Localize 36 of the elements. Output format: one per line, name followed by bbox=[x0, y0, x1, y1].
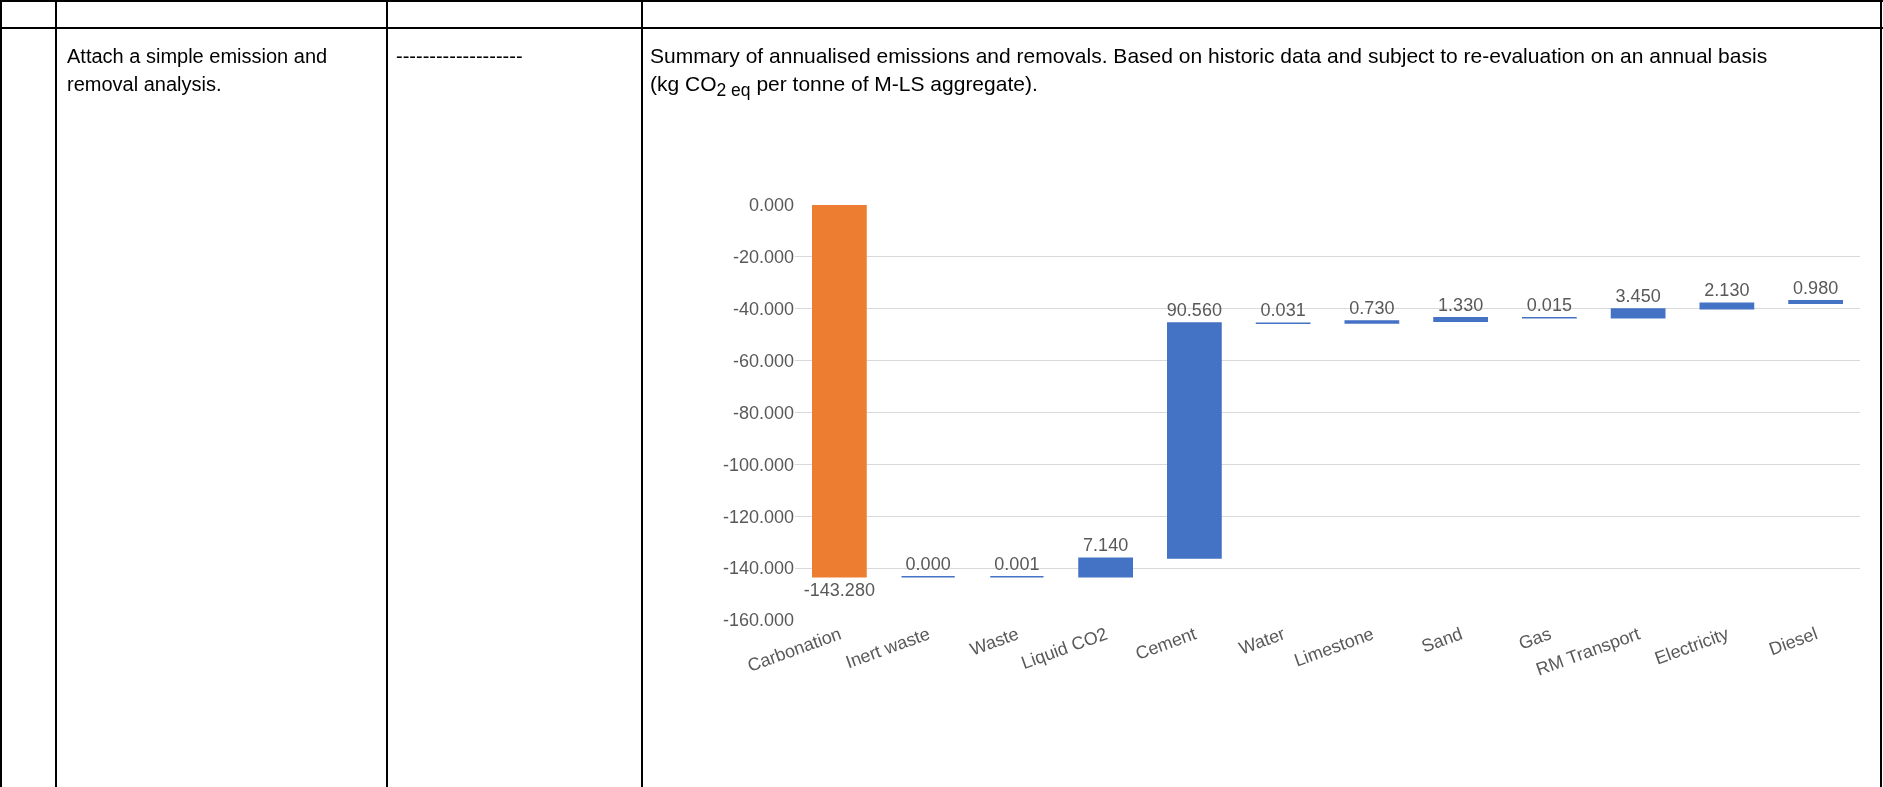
data-label: 0.980 bbox=[1793, 277, 1839, 298]
data-label: 0.031 bbox=[1260, 300, 1306, 321]
y-tick-label: -160.000 bbox=[722, 610, 794, 631]
y-tick-label: -40.000 bbox=[732, 299, 794, 320]
x-tick-label: Diesel bbox=[1766, 623, 1821, 660]
bar bbox=[1433, 317, 1488, 322]
y-tick-label: -60.000 bbox=[732, 350, 794, 371]
bar bbox=[1167, 322, 1222, 559]
y-tick-label: -120.000 bbox=[722, 506, 794, 527]
data-label: 3.450 bbox=[1615, 285, 1661, 306]
data-label: 0.001 bbox=[994, 553, 1040, 574]
y-tick-label: -100.000 bbox=[722, 454, 794, 475]
bar bbox=[1078, 557, 1133, 578]
bar bbox=[1788, 300, 1843, 305]
x-tick-label: Gas bbox=[1515, 623, 1554, 654]
bar bbox=[1699, 302, 1755, 310]
y-tick-label: 0.000 bbox=[748, 195, 794, 216]
data-label: 0.000 bbox=[905, 553, 951, 574]
chart-title: Summary of annualised emissions and removals. Based on historic data and subject to re-evaluation on an annual basis (kg CO$_{2 eq}$ per tonne of M-LS aggregate). bbox=[650, 43, 1769, 103]
data-label: 7.140 bbox=[1083, 535, 1129, 556]
data-label: 2.130 bbox=[1704, 280, 1750, 301]
y-tick-label: -140.000 bbox=[722, 558, 794, 579]
data-label: -143.280 bbox=[803, 579, 875, 600]
text: Attach a simple emission and removal analysis. bbox=[67, 44, 329, 97]
y-tick-label: -80.000 bbox=[732, 402, 794, 423]
bar bbox=[1610, 308, 1666, 319]
x-tick-label: Inert waste bbox=[843, 623, 933, 673]
data-label: 1.330 bbox=[1438, 294, 1484, 315]
data-label: 0.015 bbox=[1526, 294, 1572, 315]
x-tick-label: Water bbox=[1236, 623, 1288, 659]
bar bbox=[812, 205, 867, 578]
x-tick-label: Sand bbox=[1418, 623, 1466, 657]
text: ------------------- bbox=[396, 44, 524, 69]
data-label: 90.560 bbox=[1166, 300, 1222, 321]
data-label: 0.730 bbox=[1349, 298, 1395, 319]
y-tick-label: -20.000 bbox=[732, 247, 794, 268]
